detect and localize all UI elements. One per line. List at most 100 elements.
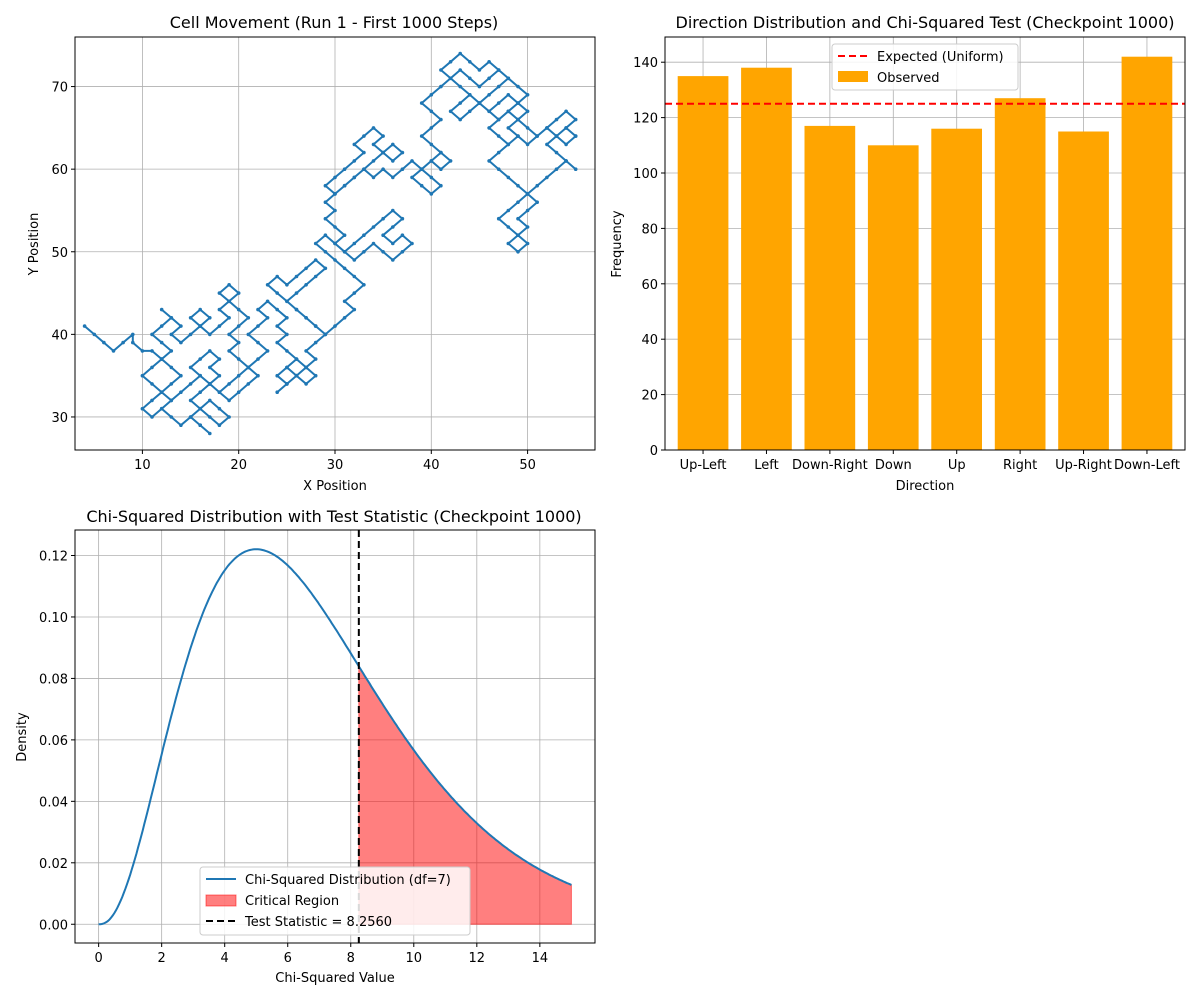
movement-point [265,283,270,287]
movement-point [535,200,539,204]
movement-y-tick-label: 70 [51,81,68,96]
movement-point [256,340,260,345]
movement-point [333,192,337,196]
movement-point [169,332,174,337]
movement-point [169,316,174,320]
movement-point [439,117,443,122]
movement-point [294,274,299,279]
movement-point [150,398,154,403]
direction-y-tick-label: 120 [633,112,658,127]
movement-point [246,365,251,370]
movement-point [227,349,231,353]
movement-point [323,266,328,271]
direction-bar-right [994,98,1046,450]
movement-point [169,415,174,419]
movement-point [391,159,395,163]
movement-point [333,208,337,213]
movement-point [362,233,366,237]
movement-point [342,233,347,237]
movement-point [217,307,222,312]
movement-point [179,423,183,428]
chi-squared-y-tick-label: 0.04 [39,795,68,810]
movement-point [313,241,318,246]
movement-point [198,390,202,395]
movement-point [333,258,337,262]
movement-point [217,291,222,295]
movement-point [371,241,376,246]
movement-point [208,382,212,386]
movement-y-tick-label: 30 [51,411,68,426]
movement-y-tick-label: 40 [51,328,68,343]
movement-point [159,307,164,312]
chi-squared-density-curve [98,548,572,926]
movement-point [227,398,231,403]
movement-x-tick-label: 40 [423,458,440,473]
direction-y-tick-label: 80 [641,222,658,237]
chi-squared-y-tick-label: 0.08 [39,672,68,687]
movement-point [342,316,347,320]
movement-x-tick-label: 50 [519,458,536,473]
movement-point [236,307,241,312]
movement-point [410,159,414,163]
movement-point [227,332,231,337]
direction-y-tick-label: 140 [633,56,658,71]
movement-point [362,167,366,171]
movement-point [323,332,328,337]
movement-point [535,134,539,138]
movement-point [188,332,193,337]
movement-point [506,109,511,114]
movement-point [208,332,212,337]
movement-point [169,382,174,386]
movement-point [198,423,202,428]
movement-point [236,357,241,361]
chi-squared-legend-box [199,866,471,936]
movement-point [429,93,434,97]
movement-point [179,373,183,378]
movement-point [285,316,289,320]
movement-point [516,117,520,122]
movement-point [516,101,520,105]
movement-point [506,208,511,213]
movement-point [313,373,318,378]
movement-point [458,84,463,89]
movement-point [304,382,308,386]
movement-point [304,283,308,287]
movement-point [217,406,222,411]
movement-point [323,233,328,237]
movement-point [131,340,135,345]
movement-point [419,167,424,171]
movement-point [400,216,405,221]
movement-point [516,250,520,254]
chi-squared-x-tick-label: 10 [406,951,423,966]
movement-point [323,250,328,254]
chi-squared-ticks: 0 2 4 6 8 10 12 14 0.00 0.02 0.04 0.06 0.08 0.10 0.12 [39,550,548,966]
movement-point [198,357,202,361]
movement-point [410,241,414,246]
chi-squared-chart: Chi-Squared Distribution with Test Stati… [15,507,596,986]
direction-y-tick-label: 40 [641,333,658,348]
movement-point [227,299,231,304]
movement-x-tick-label: 10 [134,458,151,473]
movement-point [477,68,482,72]
movement-point [275,373,280,378]
movement-point [371,159,376,163]
movement-point [573,167,578,171]
direction-bar-down-left [1121,56,1173,450]
movement-point [275,340,280,345]
movement-point [506,76,511,81]
chi-squared-x-axis-label: Chi-Squared Value [275,971,394,986]
movement-point [496,134,501,138]
movement-point [256,324,260,328]
direction-x-tick-label: Down [875,458,912,473]
movement-point [545,175,549,180]
movement-point [333,225,337,229]
movement-point [92,332,97,337]
movement-point [323,183,328,188]
movement-point [285,332,289,337]
movement-point [496,167,501,171]
movement-point [294,307,299,312]
movement-point [159,406,164,411]
movement-point [265,316,270,320]
movement-point [554,117,559,122]
